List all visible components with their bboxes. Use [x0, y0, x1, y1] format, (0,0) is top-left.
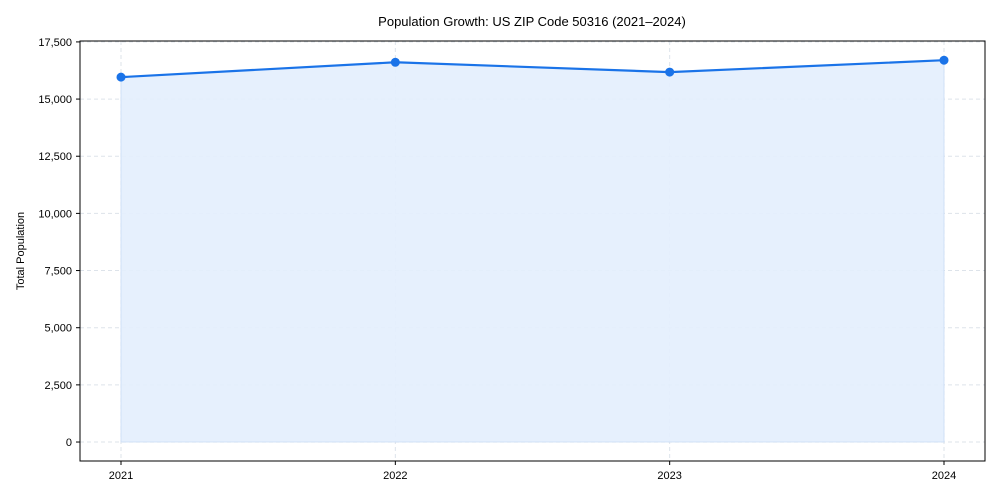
data-points: [116, 55, 949, 82]
x-axis-ticks: 2021 2022 2023 2024: [109, 461, 956, 482]
y-tick-label: 2,500: [44, 380, 72, 392]
y-tick-label: 5,000: [44, 323, 72, 335]
chart-title: Population Growth: US ZIP Code 50316 (20…: [378, 14, 686, 29]
y-tick-label: 15,000: [38, 94, 72, 106]
y-axis-label: Total Population: [15, 212, 27, 290]
x-tick-label: 2023: [657, 470, 681, 482]
plot-frame: [79, 40, 986, 462]
data-point: [116, 72, 126, 82]
y-tick-label: 10,000: [38, 208, 72, 220]
y-tick-label: 17,500: [38, 37, 72, 49]
data-point: [390, 57, 400, 67]
x-tick-label: 2021: [109, 470, 133, 482]
x-tick-label: 2022: [383, 470, 407, 482]
data-point: [665, 67, 675, 77]
y-tick-label: 12,500: [38, 151, 72, 163]
data-line: [120, 59, 945, 79]
area-fill: [120, 59, 945, 443]
data-point: [939, 55, 949, 65]
y-tick-label: 7,500: [44, 266, 72, 278]
y-axis-ticks: 0 2,500 5,000 7,500 10,000 12,500 15,000 17,500: [38, 37, 80, 449]
y-tick-label: 0: [66, 437, 72, 449]
x-tick-label: 2024: [932, 470, 956, 482]
